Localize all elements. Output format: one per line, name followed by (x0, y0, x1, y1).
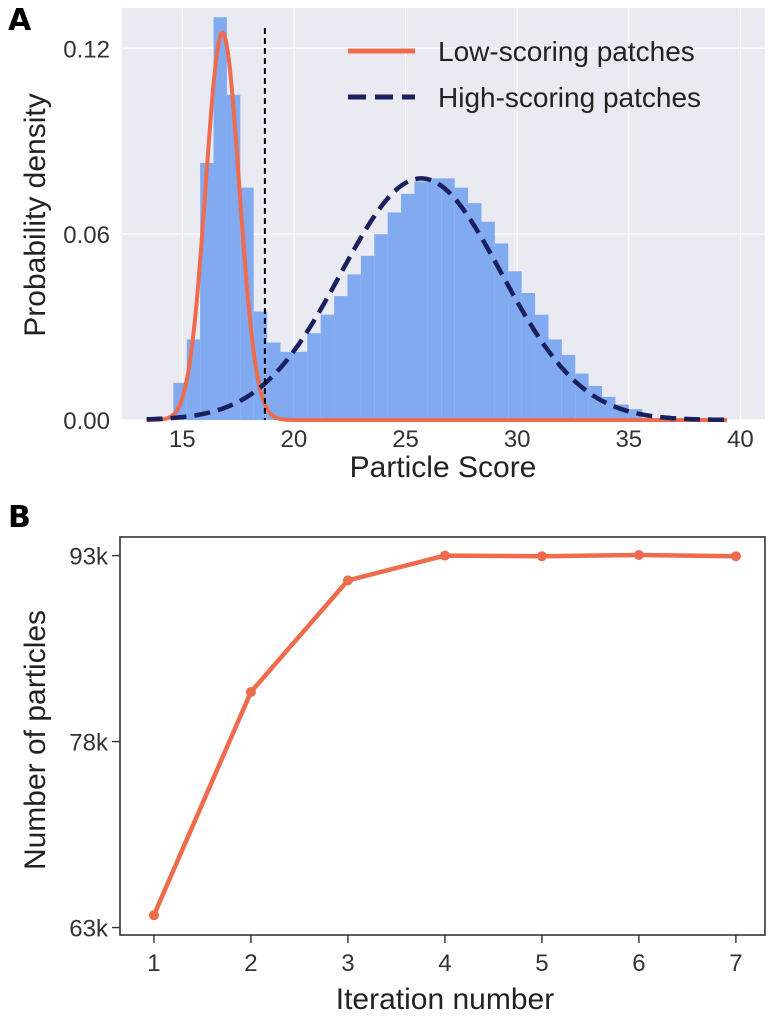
data-point (148, 910, 159, 921)
data-point (536, 551, 547, 562)
histogram-bar (494, 243, 509, 420)
line-plot: 1 2 3 4 5 6 7 63k 78k 93k (69, 536, 766, 977)
y-axis-label-b: Number of particles (19, 610, 52, 870)
histogram-bar (427, 178, 442, 420)
histogram-bar (401, 193, 415, 420)
x-tick-label: 1 (147, 950, 160, 977)
data-point (633, 549, 644, 560)
y-tick-label: 93k (69, 544, 109, 571)
histogram-bar (347, 274, 361, 420)
y-tick-label: 0.00 (63, 408, 110, 435)
y-tick-label: 63k (69, 916, 109, 943)
x-tick-label: 20 (281, 426, 308, 453)
histogram-bar (468, 203, 482, 420)
legend-label-high: High-scoring patches (438, 82, 701, 113)
histogram-bar (508, 271, 522, 420)
y-tick-label: 0.06 (63, 222, 110, 249)
x-tick-label: 15 (169, 426, 196, 453)
low-scoring-curve (146, 30, 727, 422)
histogram-bar (200, 162, 214, 421)
high-scoring-curve (146, 176, 727, 423)
x-tick-label: 4 (438, 950, 451, 977)
histogram-bar (360, 255, 375, 420)
histogram-bar (454, 187, 469, 420)
histogram-plot: 15 20 25 30 35 40 0.00 0.06 0.12 (63, 8, 765, 453)
x-tick-label: 7 (729, 950, 742, 977)
x-tick-label: 40 (727, 426, 754, 453)
histogram-bar (374, 234, 388, 420)
histogram-bar (320, 314, 335, 420)
x-tick-label: 6 (632, 950, 645, 977)
plot-frame (119, 536, 766, 936)
y-tick-label: 78k (69, 730, 109, 757)
histogram-bar (481, 221, 495, 420)
x-tick-label: 2 (244, 950, 257, 977)
histogram-bar (628, 409, 643, 420)
histogram-bar (414, 181, 428, 420)
data-point (245, 686, 256, 697)
x-tick-label: 5 (535, 950, 548, 977)
histogram-bar (441, 178, 455, 420)
histogram-bar (561, 354, 576, 420)
legend: Low-scoring patches High-scoring patches (348, 36, 701, 113)
histogram-bar (548, 339, 562, 420)
x-tick-label: 25 (392, 426, 419, 453)
histogram-bar (267, 342, 281, 420)
x-tick-label: 30 (504, 426, 531, 453)
y-axis-label-a: Probability density (19, 93, 52, 336)
panel-a-label: A (8, 3, 32, 38)
histogram-bar (213, 17, 227, 420)
data-point (439, 550, 450, 561)
x-axis-label-b: Iteration number (336, 983, 554, 1016)
histogram-bar (307, 333, 321, 420)
x-axis-label-a: Particle Score (350, 451, 537, 484)
histogram-bar (588, 385, 603, 420)
y-tick-label: 0.12 (63, 36, 110, 63)
x-tick-label: 3 (341, 950, 354, 977)
histogram-bar (226, 94, 241, 420)
histogram-bar (253, 311, 268, 420)
data-point (730, 551, 741, 562)
histogram-bar (293, 351, 308, 420)
histogram-bar (387, 212, 402, 420)
data-point (342, 575, 353, 586)
histogram-bar (280, 351, 294, 420)
histogram-bar (334, 296, 348, 420)
panel-b-label: B (8, 500, 31, 535)
histogram-bar (535, 314, 549, 420)
legend-label-low: Low-scoring patches (438, 36, 695, 67)
x-tick-label: 35 (615, 426, 642, 453)
